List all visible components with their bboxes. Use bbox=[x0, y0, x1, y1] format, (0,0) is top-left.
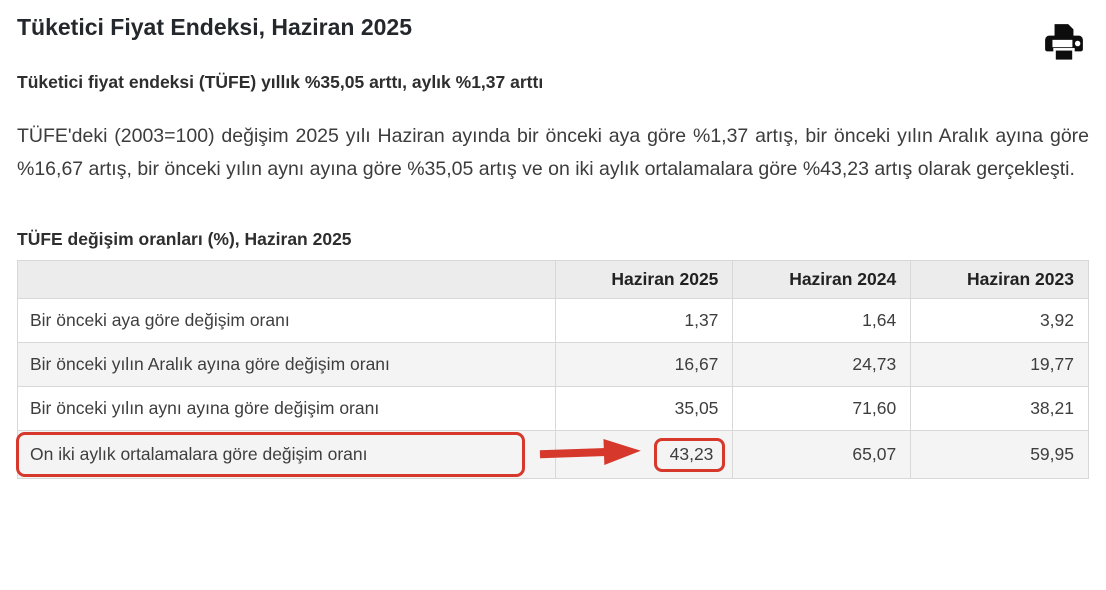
page-title: Tüketici Fiyat Endeksi, Haziran 2025 bbox=[17, 14, 412, 40]
table-title: TÜFE değişim oranları (%), Haziran 2025 bbox=[17, 229, 352, 249]
row-value: 16,67 bbox=[554, 342, 734, 387]
tufe-rates-table: Haziran 2025 Haziran 2024 Haziran 2023 B… bbox=[16, 260, 1089, 479]
press-release-page: Tüketici Fiyat Endeksi, Haziran 2025 Tük… bbox=[0, 14, 1106, 479]
row-value: 35,05 bbox=[554, 386, 734, 431]
row-value-highlighted: 43,23 bbox=[539, 430, 734, 479]
row-label: On iki aylık ortalamalara göre değişim o… bbox=[16, 430, 556, 479]
row-value: 3,92 bbox=[910, 298, 1089, 343]
header-cell-haziran-2023: Haziran 2023 bbox=[910, 260, 1089, 299]
header-cell-haziran-2025: Haziran 2025 bbox=[554, 260, 734, 299]
row-label-text: On iki aylık ortalamalara göre değişim o… bbox=[30, 444, 368, 464]
table-row-highlighted: On iki aylık ortalamalara göre değişim o… bbox=[16, 430, 1089, 479]
row-value: 1,64 bbox=[732, 298, 912, 343]
row-label: Bir önceki yılın Aralık ayına göre değiş… bbox=[17, 342, 556, 387]
table-row: Bir önceki yılın Aralık ayına göre değiş… bbox=[17, 342, 1089, 387]
header-cell-haziran-2024: Haziran 2024 bbox=[732, 260, 912, 299]
highlighted-value-box: 43,23 bbox=[653, 438, 726, 472]
row-value: 1,37 bbox=[554, 298, 734, 343]
table-header-row: Haziran 2025 Haziran 2024 Haziran 2023 bbox=[17, 260, 1089, 299]
row-value: 19,77 bbox=[910, 342, 1089, 387]
lead-paragraph: TÜFE'deki (2003=100) değişim 2025 yılı H… bbox=[17, 125, 1089, 180]
row-value: 65,07 bbox=[732, 430, 912, 479]
row-value-text: 43,23 bbox=[669, 444, 714, 464]
print-button[interactable] bbox=[1041, 20, 1087, 66]
row-value: 59,95 bbox=[910, 430, 1089, 479]
row-value: 24,73 bbox=[732, 342, 912, 387]
print-icon bbox=[1043, 24, 1085, 67]
row-label: Bir önceki aya göre değişim oranı bbox=[17, 298, 556, 343]
table-row: Bir önceki yılın aynı ayına göre değişim… bbox=[17, 386, 1089, 431]
release-subtitle: Tüketici fiyat endeksi (TÜFE) yıllık %35… bbox=[17, 72, 544, 92]
row-value: 38,21 bbox=[910, 386, 1089, 431]
table-row: Bir önceki aya göre değişim oranı 1,37 1… bbox=[17, 298, 1089, 343]
header-cell-empty bbox=[17, 260, 556, 299]
row-value: 71,60 bbox=[732, 386, 912, 431]
row-label: Bir önceki yılın aynı ayına göre değişim… bbox=[17, 386, 556, 431]
